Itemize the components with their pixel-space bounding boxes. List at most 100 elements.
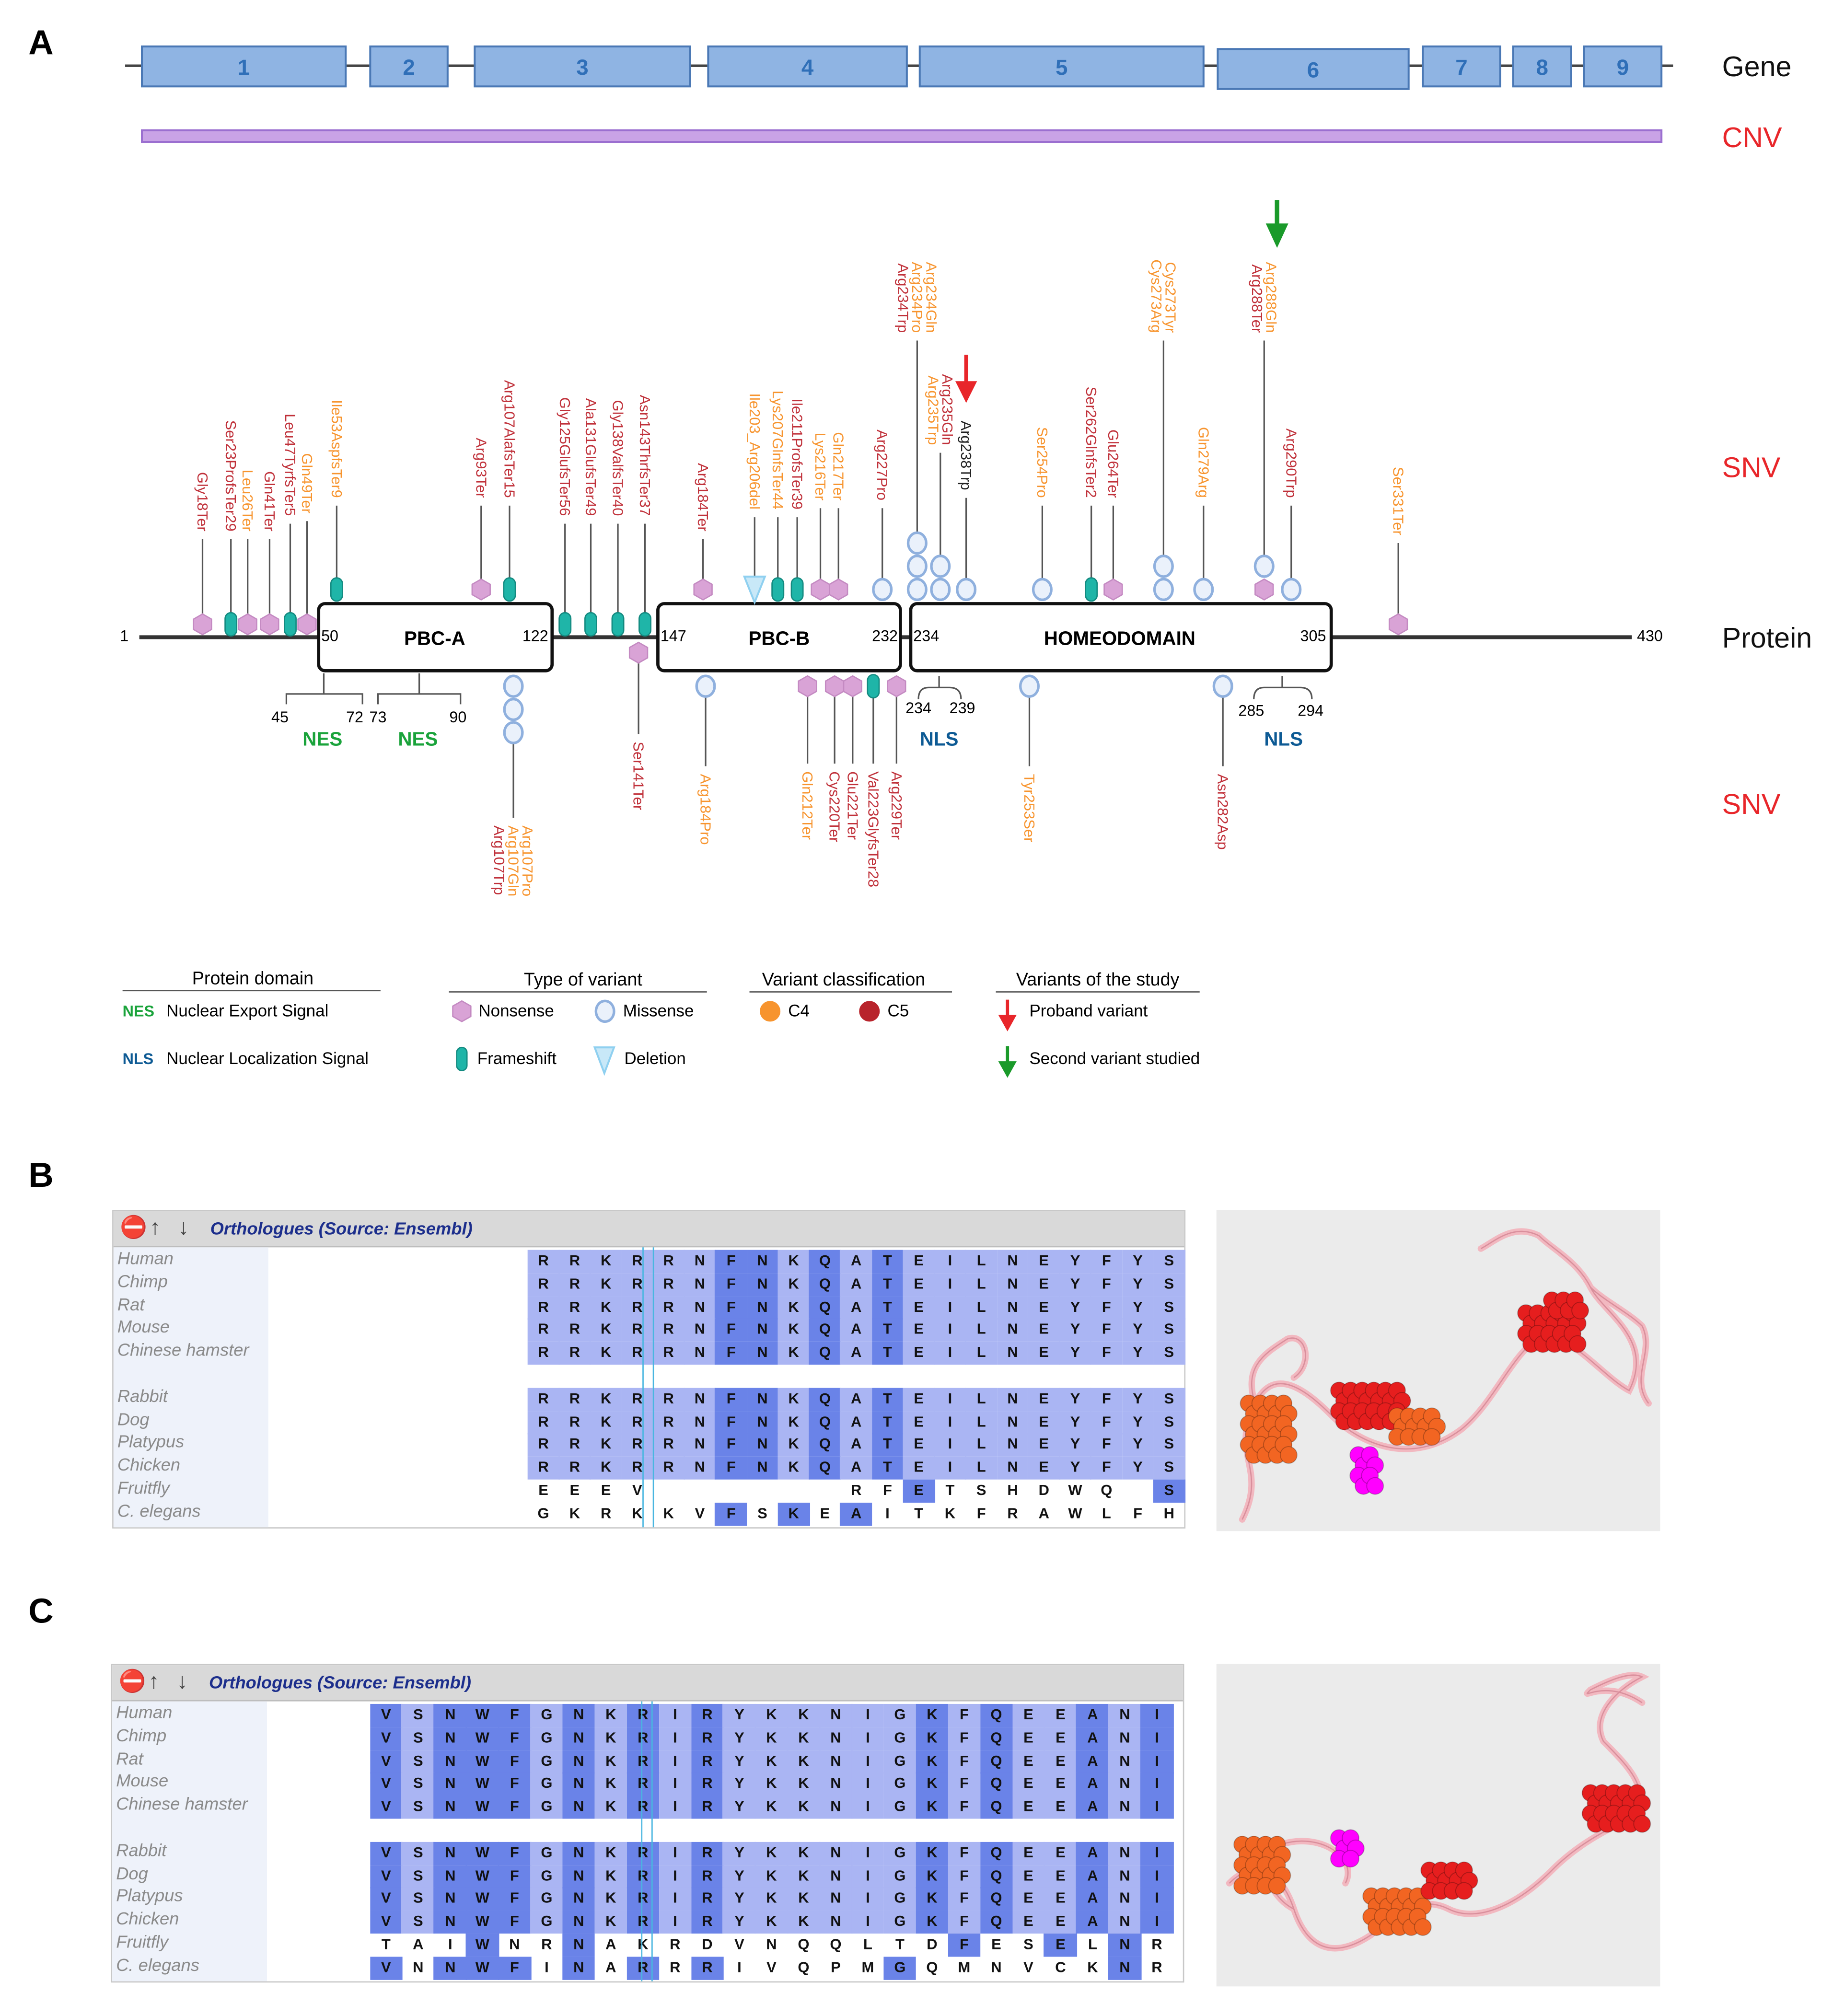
residue: F [498,1750,531,1773]
residue [652,1480,684,1503]
residue: E [903,1433,935,1457]
snv-bottom-label: SNV [1722,788,1781,820]
residue: K [590,1296,622,1319]
residue: E [1012,1911,1045,1934]
residue: N [434,1842,467,1865]
variant-stem: Gly138ValfsTer40 [610,400,626,637]
residue: Y [723,1796,756,1819]
residue: E [1028,1342,1060,1365]
legend-missense: Missense [623,1002,694,1020]
residue: W [466,1703,499,1727]
residue: E [903,1250,935,1274]
residue: E [1012,1796,1045,1819]
variant-stem: Arg229Ter [887,675,906,840]
residue: R [691,1888,724,1911]
exon-number: 2 [403,55,415,80]
residue: F [948,1911,981,1934]
residue: L [965,1456,998,1480]
nonsense-icon [887,675,906,697]
residue: Y [1122,1388,1154,1411]
residue: H [1163,1506,1174,1522]
domain-pbc-b: PBC-B 147 232 [656,602,902,672]
residue: Y [1059,1433,1091,1457]
collapse-icon[interactable]: ⛔ [118,1669,146,1694]
residue: N [1108,1703,1141,1727]
residue: N [684,1410,716,1434]
residue: D [1038,1483,1049,1499]
residue: R [558,1296,591,1319]
variant-stem: Ile203_Arg206del [742,393,766,605]
residue: R [670,1937,681,1953]
ribbon-edge [1251,1337,1306,1404]
residue: E [1012,1842,1045,1865]
variant-label: Arg184Ter [695,463,711,532]
variant-stem: Lys207GlnfsTer44 [769,391,786,602]
residue: R [652,1388,684,1411]
residue: F [498,1865,531,1888]
missense-icon [1032,578,1053,602]
arrow-down-icon[interactable]: ↓ [178,1215,189,1240]
residue: I [1140,1842,1173,1865]
variant-label: Ile211ProfsTer39 [789,398,806,510]
residue: I [934,1456,966,1480]
domain-name: PBC-B [749,627,810,649]
residue: G [530,1865,563,1888]
protein-end: 430 [1637,627,1663,644]
residue: I [1140,1750,1173,1773]
arrow-down-icon[interactable]: ↓ [176,1669,188,1694]
legend-c4: C4 [788,1002,810,1020]
selected-column-line [642,1247,644,1528]
residue: S [402,1865,435,1888]
residue: S [757,1506,767,1522]
collapse-icon[interactable]: ⛔ [120,1215,148,1240]
frameshift-icon [284,612,297,637]
selected-column-line [652,1247,654,1528]
residue: Y [723,1703,756,1727]
residue: N [819,1865,852,1888]
residue: N [562,1842,595,1865]
frameshift-icon [790,577,804,602]
residue: N [562,1911,595,1934]
residue: I [851,1703,884,1727]
residue: G [530,1888,563,1911]
domain-start: 234 [913,627,939,644]
species-name: Mouse [116,1771,169,1791]
residue: E [1044,1796,1077,1819]
residue: N [562,1796,595,1819]
residue: S [1153,1296,1185,1319]
residue: E [1012,1773,1045,1796]
residue: R [527,1388,559,1411]
residue: I [1140,1773,1173,1796]
residue: S [1153,1433,1185,1457]
residue: R [558,1342,591,1365]
residue: I [851,1911,884,1934]
exon-number: 4 [801,55,814,80]
residue: S [402,1888,435,1911]
residue: F [948,1888,981,1911]
residue: S [1023,1937,1033,1953]
variant-label: Arg184Pro [697,774,714,845]
residue: K [787,1726,820,1750]
frameshift-icon [584,612,597,637]
residue: Q [809,1433,841,1457]
residue: E [903,1388,935,1411]
residue: R [600,1506,612,1522]
variant-stem: Gln41Ter [260,471,279,636]
second-variant-arrow-icon [1265,200,1288,248]
residue: I [545,1960,549,1976]
arrow-up-icon[interactable]: ↑ [150,1215,161,1240]
residue: R [558,1410,591,1434]
residue [746,1480,778,1503]
residue: A [1076,1703,1109,1727]
legend: Protein domain NES Nuclear Export Signal… [122,968,1200,1078]
residue: E [903,1319,935,1342]
frameshift-icon [611,612,625,637]
residue: N [819,1726,852,1750]
residue: V [370,1796,403,1819]
missense-icon [1281,578,1302,602]
arrow-up-icon[interactable]: ↑ [148,1669,160,1694]
residue: L [965,1433,998,1457]
variant-label: Cys273Arg [1148,259,1165,333]
residue: A [840,1433,872,1457]
residue: S [1153,1410,1185,1434]
